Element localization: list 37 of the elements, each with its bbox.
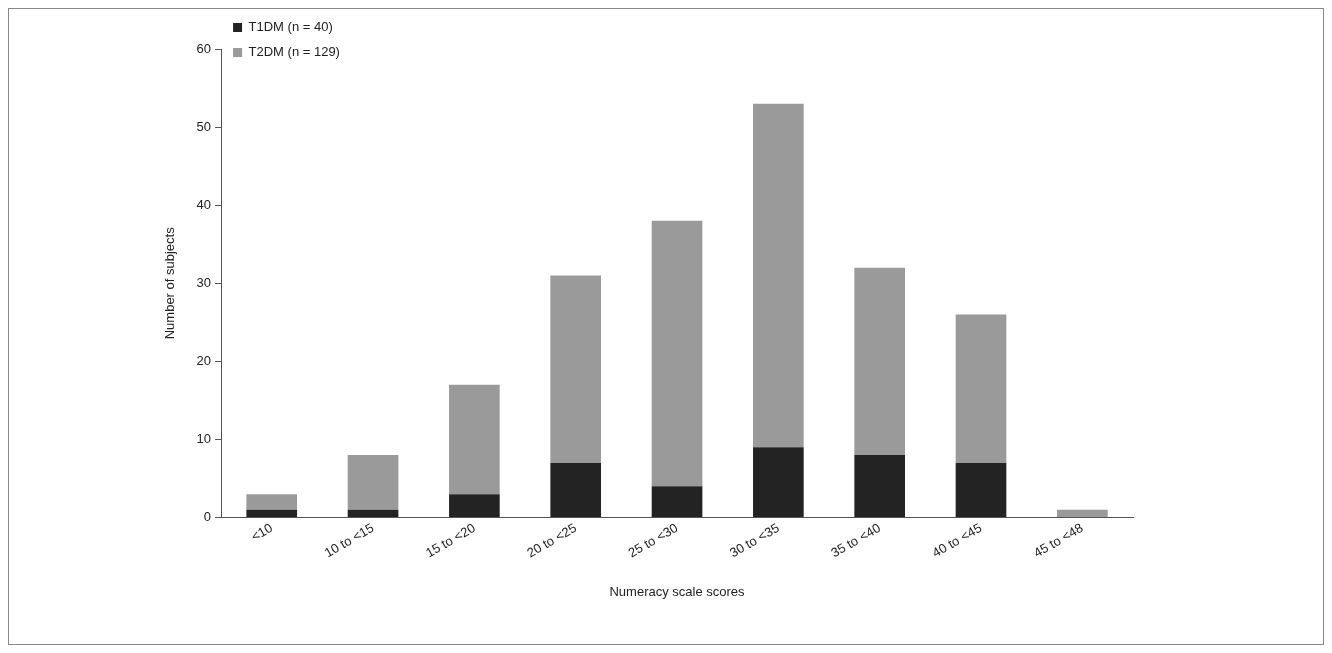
bar: [347, 509, 399, 518]
bar: [347, 455, 399, 510]
bar: [854, 455, 906, 518]
bar: [955, 462, 1007, 518]
x-tick-label: 15 to <20: [422, 520, 478, 561]
x-axis-title: Numeracy scale scores: [609, 583, 746, 599]
bar: [550, 275, 602, 463]
y-tick-label: 50: [196, 118, 212, 134]
legend-label: T2DM (n = 129): [248, 44, 340, 60]
bar: [550, 462, 602, 518]
y-tick-label: 20: [196, 352, 212, 368]
legend-label: T1DM (n = 40): [248, 19, 333, 35]
y-tick-label: 60: [196, 40, 212, 56]
y-axis-title: Number of subjects: [162, 226, 178, 340]
bar: [246, 494, 298, 510]
bar: [753, 447, 804, 518]
x-tick-label: 40 to <45: [929, 520, 985, 561]
bar: [449, 384, 500, 495]
bar: [955, 314, 1007, 463]
y-tick-label: 10: [196, 431, 212, 447]
x-tick-label: 35 to <40: [828, 520, 883, 561]
x-tick-label: 10 to <15: [321, 520, 377, 561]
x-tick-label: 25 to <30: [625, 520, 681, 561]
bar: [651, 220, 703, 487]
x-tick-label: 45 to <48: [1030, 520, 1086, 561]
bar: [449, 494, 500, 518]
y-tick-label: 40: [196, 196, 212, 212]
y-tick-label: 30: [196, 274, 212, 290]
bar: [246, 509, 298, 518]
bar: [1057, 509, 1108, 518]
bar: [854, 267, 906, 456]
x-tick-label: <10: [248, 520, 276, 545]
y-tick-label: 0: [203, 509, 212, 525]
x-tick-label: 20 to <25: [524, 520, 579, 561]
bar: [651, 486, 703, 518]
bar: [753, 103, 804, 448]
x-tick-label: 30 to <35: [726, 520, 782, 561]
